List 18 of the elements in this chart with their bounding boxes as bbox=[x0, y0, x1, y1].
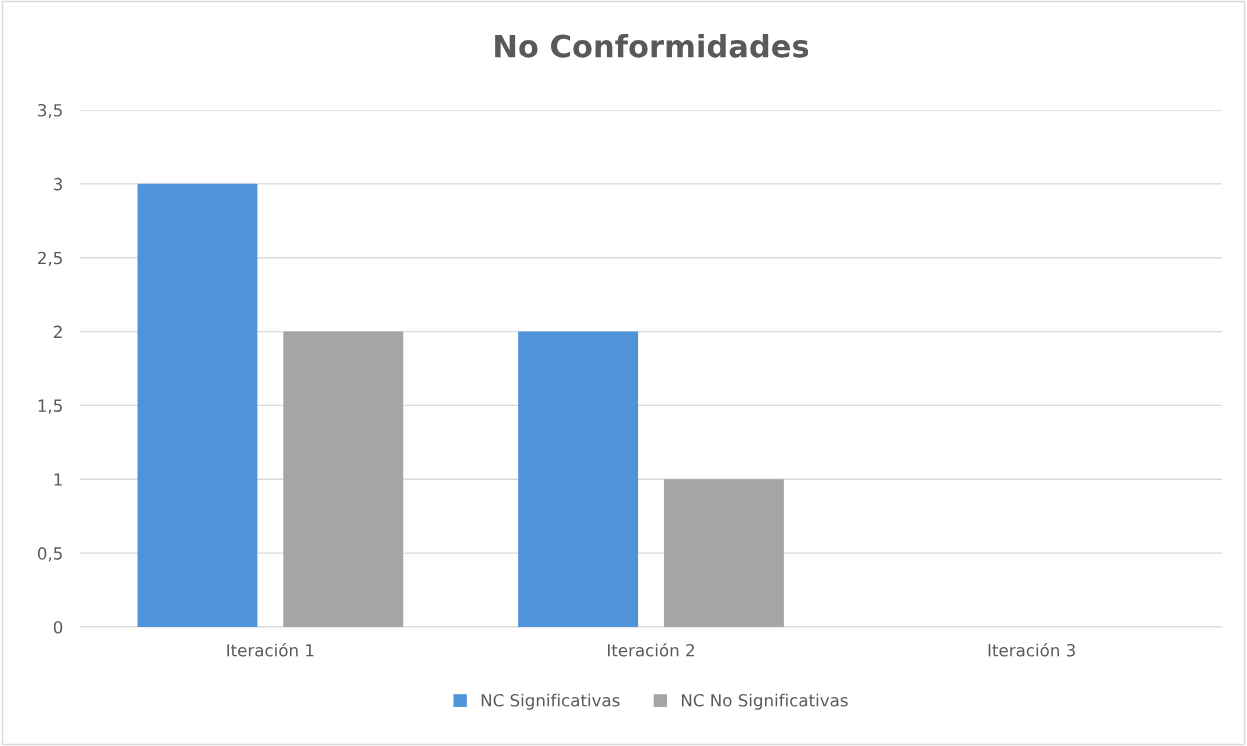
bar bbox=[137, 183, 258, 627]
x-tick-label: Iteración 2 bbox=[608, 643, 694, 657]
y-tick-label: 3,5 bbox=[38, 103, 62, 119]
y-tick-label: 3 bbox=[54, 177, 62, 191]
x-tick-label: Iteración 3 bbox=[988, 643, 1075, 657]
y-tick-label: 2,5 bbox=[38, 251, 62, 266]
x-tick-label: Iteración 1 bbox=[227, 643, 314, 657]
y-tick-label: 0 bbox=[53, 620, 63, 634]
bar bbox=[663, 479, 784, 627]
y-tick-label: 0,5 bbox=[37, 547, 62, 562]
y-tick-label: 2 bbox=[53, 325, 62, 338]
bar bbox=[518, 331, 639, 627]
y-tick-label: 1 bbox=[54, 473, 62, 486]
legend-label: NC Significativas bbox=[481, 693, 620, 710]
chart-title: No Conformidades bbox=[495, 34, 809, 58]
y-tick-label: 1,5 bbox=[38, 399, 62, 414]
legend-label: NC No Significativas bbox=[681, 693, 848, 710]
bar bbox=[283, 331, 404, 627]
